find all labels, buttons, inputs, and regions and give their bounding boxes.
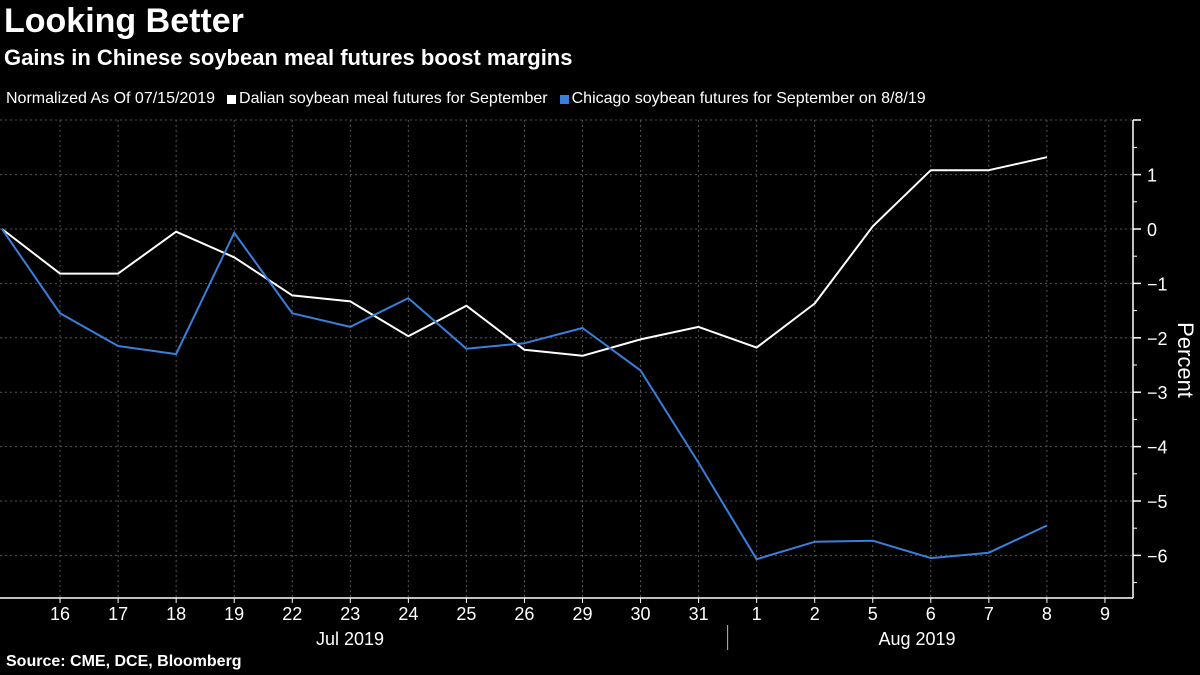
x-tick-label: 25: [456, 604, 476, 624]
legend: Normalized As Of 07/15/2019 Dalian soybe…: [6, 90, 938, 108]
x-tick-label: 30: [631, 604, 651, 624]
y-tick-label: −5: [1147, 492, 1168, 512]
y-tick-label: 1: [1147, 166, 1157, 186]
x-tick-label: 2: [810, 604, 820, 624]
x-tick-label: 16: [50, 604, 70, 624]
x-tick-label: 8: [1042, 604, 1052, 624]
x-tick-label: 18: [166, 604, 186, 624]
x-tick-label: 24: [398, 604, 418, 624]
x-tick-label: 31: [689, 604, 709, 624]
x-tick-label: 17: [108, 604, 128, 624]
month-label-aug: Aug 2019: [878, 629, 955, 649]
y-tick-label: −6: [1147, 546, 1168, 566]
y-tick-label: −3: [1147, 383, 1168, 403]
source-note: Source: CME, DCE, Bloomberg: [6, 653, 242, 670]
legend-item-chicago: Chicago soybean futures for September on…: [559, 90, 926, 108]
series-line-chicago: [1, 228, 1048, 561]
x-tick-label: 7: [984, 604, 994, 624]
y-tick-label: 0: [1147, 220, 1157, 240]
y-tick-label: −4: [1147, 438, 1168, 458]
legend-note: Normalized As Of 07/15/2019: [6, 90, 216, 107]
x-tick-label: 22: [282, 604, 302, 624]
x-tick-label: 29: [572, 604, 592, 624]
legend-item-dalian: Dalian soybean meal futures for Septembe…: [227, 90, 548, 108]
month-label-jul: Jul 2019: [316, 629, 384, 649]
legend-swatch-dalian: [227, 94, 237, 104]
x-tick-label: 23: [340, 604, 360, 624]
chart-subtitle: Gains in Chinese soybean meal futures bo…: [4, 45, 573, 70]
legend-label-chicago: Chicago soybean futures for September on…: [571, 90, 926, 107]
chart-title: Looking Better: [4, 2, 244, 40]
x-tick-label: 6: [926, 604, 936, 624]
series-line-dalian: [1, 156, 1048, 357]
y-tick-label: −2: [1147, 329, 1168, 349]
x-tick-label: 5: [868, 604, 878, 624]
x-tick-label: 26: [514, 604, 534, 624]
x-tick-label: 9: [1100, 604, 1110, 624]
legend-label-dalian: Dalian soybean meal futures for Septembe…: [239, 90, 548, 107]
y-tick-label: −1: [1147, 274, 1168, 294]
x-tick-label: 19: [224, 604, 244, 624]
legend-swatch-chicago: [559, 94, 569, 104]
x-tick-label: 1: [752, 604, 762, 624]
y-axis-label: Percent: [1173, 322, 1198, 398]
